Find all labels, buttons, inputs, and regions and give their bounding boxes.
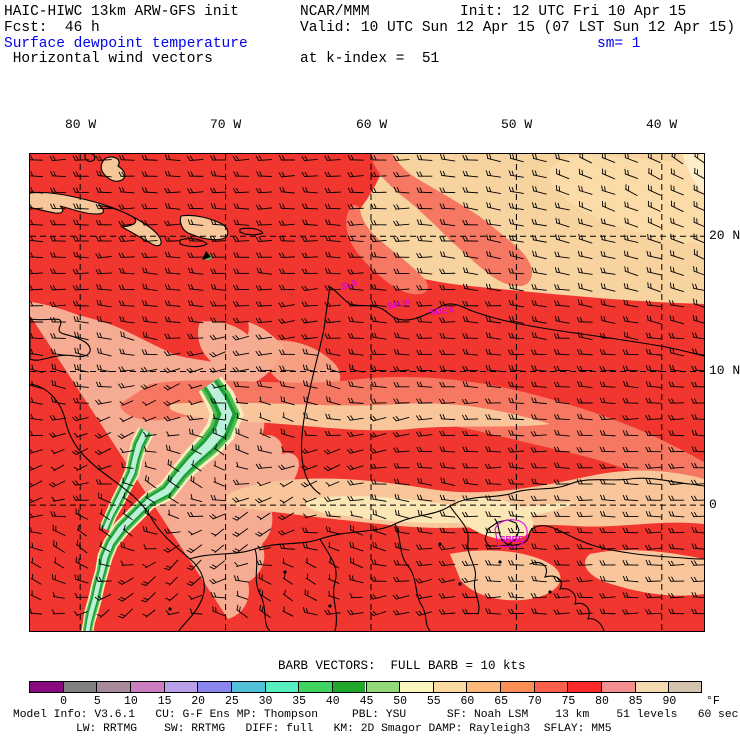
svg-text:SBBE: SBBE (500, 534, 524, 544)
